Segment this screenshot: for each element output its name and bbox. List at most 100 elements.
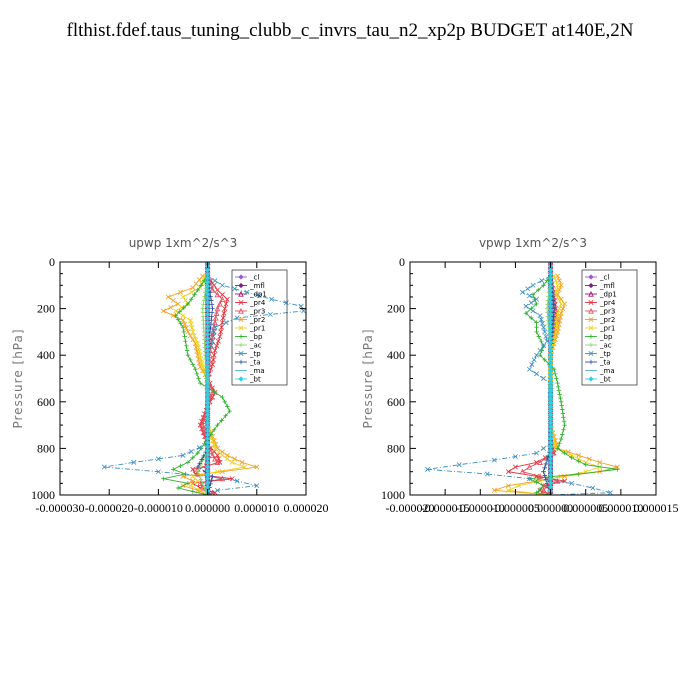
data-point-pr1	[556, 306, 562, 312]
data-point-tp	[537, 313, 543, 319]
data-point-pr2	[170, 297, 176, 303]
data-point-pr2	[556, 278, 562, 284]
data-point-pr2	[170, 313, 176, 319]
data-point-tp	[569, 480, 575, 486]
data-point-pr1	[190, 473, 196, 479]
x-tick-label: 0.000000	[185, 501, 230, 515]
data-point-pr3	[519, 468, 526, 475]
legend-marker	[588, 334, 594, 339]
data-point-bp	[556, 388, 562, 393]
legend-label: _bp	[599, 333, 613, 341]
data-point-tp	[155, 456, 161, 462]
series-group	[425, 262, 620, 495]
data-point-pr2	[214, 445, 220, 451]
data-point-bp	[554, 376, 559, 381]
legend-marker	[588, 300, 594, 305]
data-point-pr3	[212, 314, 219, 321]
data-point-pr2	[232, 456, 238, 462]
data-point-pr1	[552, 442, 558, 447]
data-point-tp	[590, 485, 596, 491]
data-point-pr4	[212, 348, 218, 354]
data-point-bp	[182, 334, 187, 339]
legend-marker	[238, 317, 244, 322]
data-point-tp	[512, 454, 518, 460]
y-tick-label: 0	[49, 255, 55, 269]
legend-marker	[238, 351, 244, 356]
data-point-tp	[534, 352, 539, 358]
data-point-ac	[546, 321, 551, 327]
data-point-pr2	[505, 483, 511, 489]
data-point-pr3	[213, 310, 220, 316]
data-point-pr3	[537, 459, 543, 465]
data-point-ta	[209, 318, 214, 323]
data-point-tp	[538, 316, 544, 322]
legend-item-ma: _ma	[585, 367, 615, 375]
data-point-bp	[560, 432, 565, 437]
data-point-tp	[541, 324, 547, 330]
data-point-ac	[202, 341, 207, 346]
x-tick-label: -0.000020	[386, 501, 435, 515]
data-point-ac	[201, 302, 206, 307]
data-point-bp	[175, 485, 181, 491]
data-point-bp	[190, 489, 196, 494]
data-point-bp	[225, 404, 230, 409]
data-point-pr4	[505, 469, 511, 475]
legend-item-pr4: _pr4	[235, 299, 266, 307]
data-point-tp	[267, 311, 273, 317]
data-point-ta	[551, 310, 556, 315]
legend-marker	[238, 342, 244, 348]
data-point-ta	[209, 298, 214, 303]
data-point-pr4	[512, 464, 518, 470]
y-tick-label: 1000	[381, 488, 405, 502]
x-tick-label: -0.000005	[491, 501, 540, 515]
data-point-bp	[534, 301, 539, 307]
data-point-bp	[534, 479, 539, 485]
data-point-bp	[185, 460, 191, 465]
data-point-ac	[201, 318, 206, 323]
data-point-bp	[544, 278, 550, 283]
legend-item-ta: _ta	[585, 359, 611, 367]
data-point-bp	[194, 371, 200, 377]
data-point-bp	[530, 292, 536, 297]
data-point-tp	[534, 296, 539, 302]
data-point-ta	[541, 469, 546, 474]
data-point-ta	[544, 457, 550, 463]
data-point-bp	[562, 450, 567, 456]
data-point-pr3	[200, 418, 207, 424]
legend-item-bp: _bp	[235, 333, 263, 341]
data-point-pr1	[558, 301, 564, 307]
y-tick-label: 800	[387, 441, 405, 455]
legend-marker	[588, 359, 594, 365]
data-point-pr2	[190, 285, 196, 291]
data-point-bp	[185, 481, 191, 486]
data-point-ta	[209, 477, 214, 483]
data-point-pr4	[210, 357, 216, 363]
data-point-tp	[539, 278, 545, 284]
data-point-pr1	[173, 308, 179, 314]
legend-label: _pr1	[599, 325, 615, 333]
data-point-bp	[561, 419, 567, 424]
data-point-bp	[184, 348, 190, 353]
data-point-ta	[208, 325, 213, 331]
legend-marker	[588, 282, 594, 289]
data-point-ac	[202, 290, 208, 295]
legend-marker	[588, 290, 594, 297]
data-point-pr1	[196, 348, 202, 354]
legend-item-pr1: _pr1	[235, 325, 265, 333]
data-point-ac	[201, 325, 206, 331]
data-point-ta	[550, 321, 556, 327]
data-point-bp	[219, 418, 224, 423]
data-point-tp	[212, 324, 218, 330]
data-point-pr2	[562, 301, 568, 307]
data-point-bp	[183, 339, 188, 344]
data-point-pr2	[178, 289, 184, 295]
data-point-pr1	[552, 333, 558, 339]
data-point-ta	[210, 474, 215, 479]
data-point-bp	[190, 362, 196, 367]
data-point-pr1	[200, 364, 206, 370]
y-axis-label: Pressure [hPa]	[11, 328, 25, 428]
legend-label: _ta	[599, 359, 611, 367]
data-point-bp	[537, 353, 543, 358]
x-tick-label: -0.000030	[36, 501, 85, 515]
data-point-ta	[207, 290, 213, 295]
